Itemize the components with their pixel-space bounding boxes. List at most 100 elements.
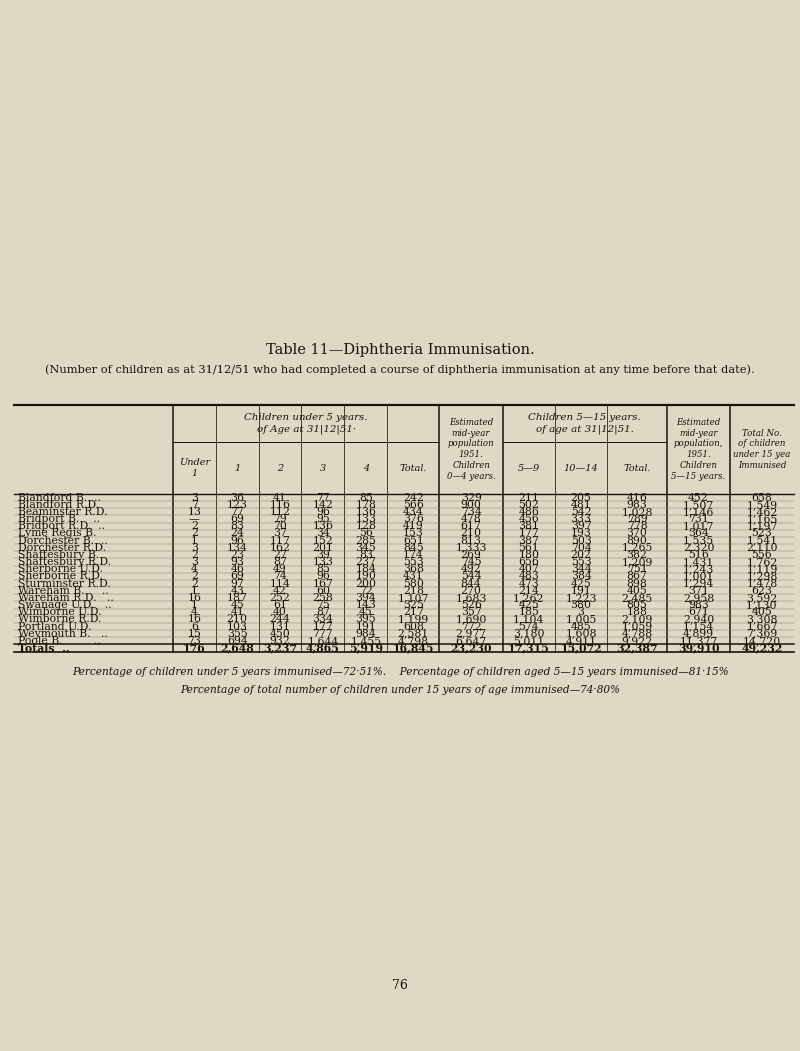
Text: 2,958: 2,958 [683, 593, 714, 603]
Text: 69: 69 [230, 572, 244, 581]
Text: 898: 898 [626, 578, 647, 589]
Text: 623: 623 [751, 585, 773, 596]
Text: 450: 450 [270, 628, 290, 639]
Text: 751: 751 [626, 564, 647, 574]
Text: 32,387: 32,387 [616, 642, 658, 654]
Text: 370: 370 [626, 529, 647, 538]
Text: 3: 3 [190, 493, 198, 502]
Text: 431: 431 [403, 572, 424, 581]
Text: 40: 40 [273, 607, 287, 617]
Text: Wimborne U.D.: Wimborne U.D. [18, 607, 101, 617]
Text: 983: 983 [626, 499, 647, 510]
Text: 1,001: 1,001 [682, 572, 714, 581]
Text: 419: 419 [403, 521, 424, 531]
Text: Portland U.D.: Portland U.D. [18, 621, 91, 632]
Text: 772: 772 [461, 621, 482, 632]
Text: 2: 2 [190, 529, 198, 538]
Text: 481: 481 [570, 499, 591, 510]
Text: 1,104: 1,104 [514, 615, 545, 624]
Text: 37: 37 [273, 529, 287, 538]
Text: Estimated
mid-year
population
1951.
Children
0—4 years.: Estimated mid-year population 1951. Chil… [446, 418, 495, 480]
Text: Children under 5 years.
of Age at 31|12|51·: Children under 5 years. of Age at 31|12|… [244, 413, 368, 434]
Text: 1,549: 1,549 [746, 499, 778, 510]
Text: 704: 704 [570, 542, 591, 553]
Text: 3,237: 3,237 [263, 642, 297, 654]
Text: 136: 136 [355, 507, 376, 517]
Text: 734: 734 [461, 507, 482, 517]
Text: 177: 177 [518, 529, 539, 538]
Text: 45: 45 [359, 607, 373, 617]
Text: 152: 152 [313, 536, 334, 545]
Text: 608: 608 [403, 621, 424, 632]
Text: 580: 580 [403, 578, 424, 589]
Text: 516: 516 [688, 550, 709, 560]
Text: 2: 2 [190, 521, 198, 531]
Text: 2,110: 2,110 [746, 542, 778, 553]
Text: 39,910: 39,910 [678, 642, 719, 654]
Text: 1: 1 [190, 536, 198, 545]
Text: 214: 214 [518, 585, 539, 596]
Text: 210: 210 [226, 615, 248, 624]
Text: Sherborne R.D.: Sherborne R.D. [18, 572, 102, 581]
Text: 1: 1 [190, 585, 198, 596]
Text: 502: 502 [518, 499, 539, 510]
Text: 7,369: 7,369 [746, 628, 778, 639]
Text: 15,072: 15,072 [560, 642, 602, 654]
Text: 387: 387 [518, 536, 539, 545]
Text: 485: 485 [570, 621, 591, 632]
Text: 191: 191 [355, 621, 376, 632]
Text: 1,243: 1,243 [683, 564, 714, 574]
Text: 45: 45 [230, 600, 244, 610]
Text: 3: 3 [190, 542, 198, 553]
Text: Beaminster R.D.: Beaminster R.D. [18, 507, 107, 517]
Text: 932: 932 [270, 636, 290, 646]
Text: 193: 193 [570, 529, 591, 538]
Text: 143: 143 [355, 600, 376, 610]
Text: 23,230: 23,230 [450, 642, 492, 654]
Text: 83: 83 [358, 550, 373, 560]
Text: 656: 656 [518, 557, 539, 568]
Text: 333: 333 [570, 514, 591, 524]
Text: 162: 162 [270, 542, 290, 553]
Text: 1,690: 1,690 [455, 615, 486, 624]
Text: 5,919: 5,919 [349, 642, 382, 654]
Text: 382: 382 [626, 550, 647, 560]
Text: 93: 93 [230, 557, 244, 568]
Text: 6,647: 6,647 [455, 636, 486, 646]
Text: 2: 2 [277, 463, 283, 473]
Text: 96: 96 [230, 536, 244, 545]
Text: Dorchester B.  ..: Dorchester B. .. [18, 536, 107, 545]
Text: 178: 178 [355, 499, 376, 510]
Text: 72: 72 [359, 585, 373, 596]
Text: 553: 553 [570, 557, 591, 568]
Text: 17,315: 17,315 [508, 642, 550, 654]
Text: 845: 845 [403, 542, 424, 553]
Text: 1,005: 1,005 [566, 615, 597, 624]
Text: 133: 133 [355, 514, 376, 524]
Text: 566: 566 [403, 499, 424, 510]
Text: 416: 416 [626, 493, 647, 502]
Text: Shaftesbury R.D.: Shaftesbury R.D. [18, 557, 110, 568]
Text: 1,146: 1,146 [683, 507, 714, 517]
Text: Wareham R.D.   ..: Wareham R.D. .. [18, 593, 114, 603]
Text: 364: 364 [688, 529, 709, 538]
Text: 13: 13 [187, 507, 202, 517]
Text: 1,478: 1,478 [746, 578, 778, 589]
Text: 1,762: 1,762 [746, 557, 778, 568]
Text: 1,507: 1,507 [683, 499, 714, 510]
Text: 671: 671 [688, 607, 709, 617]
Text: Sherborne U.D.: Sherborne U.D. [18, 564, 102, 574]
Text: 1,294: 1,294 [683, 578, 714, 589]
Text: Wimborne R.D.: Wimborne R.D. [18, 615, 101, 624]
Text: Percentage of children under 5 years immunised—72·51%.    Percentage of children: Percentage of children under 5 years imm… [72, 667, 728, 678]
Text: 983: 983 [688, 600, 709, 610]
Text: 60: 60 [316, 585, 330, 596]
Text: 23: 23 [230, 550, 244, 560]
Text: 36: 36 [230, 493, 244, 502]
Text: 185: 185 [518, 607, 539, 617]
Text: 325: 325 [403, 600, 424, 610]
Text: 116: 116 [270, 499, 290, 510]
Text: —: — [189, 514, 200, 524]
Text: 15: 15 [187, 628, 202, 639]
Text: 77: 77 [316, 493, 330, 502]
